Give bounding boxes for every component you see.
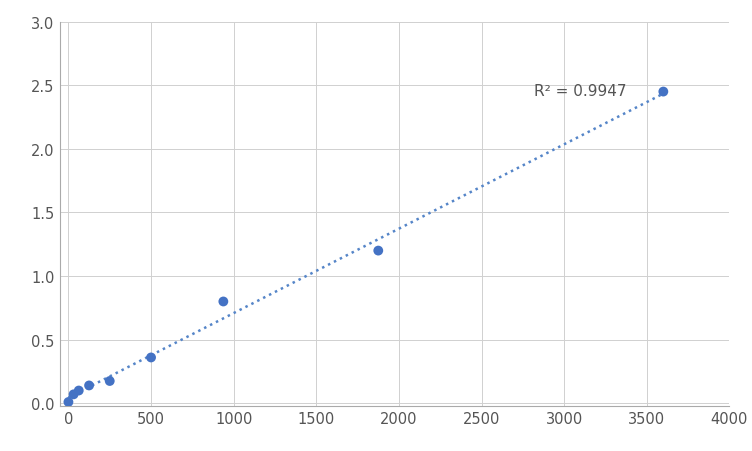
Point [372,248,384,255]
Point [104,377,116,385]
Point [657,89,669,96]
Point [217,298,229,305]
Point [68,391,80,398]
Point [83,382,95,389]
Point [73,387,85,394]
Point [145,354,157,361]
Point [62,399,74,406]
Text: R² = 0.9947: R² = 0.9947 [535,83,627,99]
